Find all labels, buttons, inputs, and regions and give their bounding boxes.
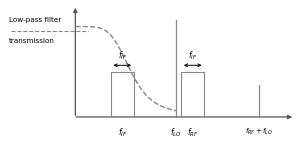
Text: $f_{IF}$: $f_{IF}$ bbox=[188, 49, 197, 62]
Text: $f_{RF}$: $f_{RF}$ bbox=[187, 127, 198, 139]
Text: $f_{RF}+f_{LO}$: $f_{RF}+f_{LO}$ bbox=[244, 127, 273, 137]
Text: Low-pass filter: Low-pass filter bbox=[9, 17, 62, 23]
Text: $f_{IF}$: $f_{IF}$ bbox=[118, 127, 127, 139]
Text: $f_{LO}$: $f_{LO}$ bbox=[170, 127, 182, 139]
Text: $f_{IF}$: $f_{IF}$ bbox=[118, 49, 127, 62]
Text: transmission: transmission bbox=[9, 38, 55, 44]
